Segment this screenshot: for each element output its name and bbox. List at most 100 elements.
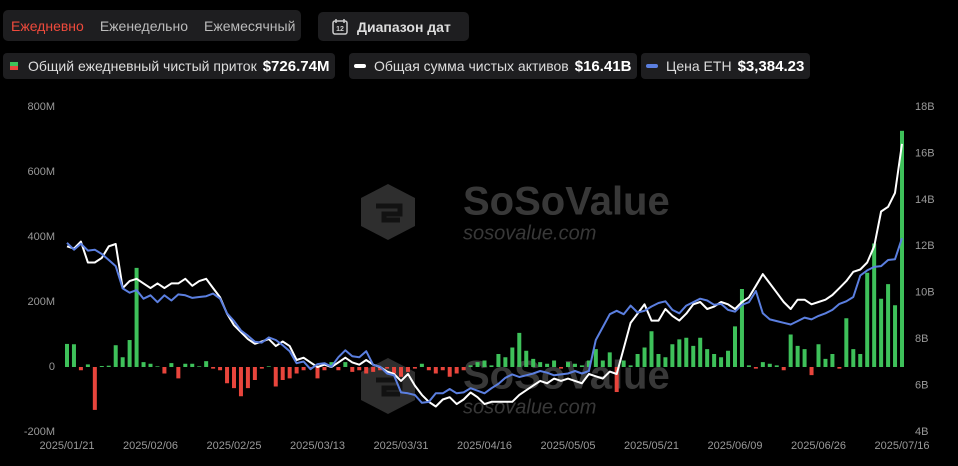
date-range-label: Диапазон дат: [357, 18, 451, 35]
bar: [510, 347, 515, 367]
y2-tick-label: 16B: [915, 147, 935, 159]
bar: [733, 326, 737, 367]
bar: [148, 363, 153, 367]
bar: [802, 349, 807, 367]
watermark-url: sosovalue.com: [463, 222, 596, 244]
bar: [232, 367, 236, 389]
bar: [454, 367, 459, 374]
legend-name: Общий ежедневный чистый приток: [28, 58, 257, 74]
bar: [809, 367, 814, 376]
bar: [378, 367, 383, 371]
bar: [259, 367, 264, 369]
y2-tick-label: 18B: [915, 101, 935, 113]
bar: [746, 365, 751, 367]
bar: [141, 362, 146, 367]
bar: [322, 367, 327, 371]
bar: [677, 339, 682, 367]
bar: [663, 357, 668, 367]
bar: [336, 367, 341, 371]
bar: [71, 344, 76, 367]
bar: [468, 365, 473, 367]
bar: [183, 363, 188, 367]
bar: [287, 367, 292, 379]
bar: [162, 367, 167, 374]
bar: [566, 362, 570, 367]
bar: [600, 360, 605, 367]
y2-tick-label: 14B: [915, 194, 935, 206]
legend-swatch: [646, 64, 658, 68]
bar: [252, 367, 257, 380]
bar: [447, 367, 452, 377]
line: [66, 237, 903, 404]
legend-value: $726.74M: [262, 57, 330, 75]
bar: [893, 305, 898, 367]
legend-value: $3,384.23: [737, 57, 805, 75]
bar: [412, 367, 417, 369]
bar: [245, 367, 250, 389]
bar: [371, 367, 376, 372]
period-tab[interactable]: Ежедневно: [11, 17, 84, 34]
bar: [343, 362, 348, 367]
legend-item[interactable]: Общая сумма чистых активов $16.41B: [349, 53, 638, 79]
bar: [218, 367, 223, 371]
line: [66, 143, 903, 408]
bar: [781, 367, 786, 371]
legend-item[interactable]: Общий ежедневный чистый приток $726.74M: [3, 53, 336, 79]
x-tick-label: 2025/06/26: [791, 440, 846, 452]
y-tick-label: 600M: [27, 166, 55, 178]
y2-tick-label: 12B: [915, 240, 935, 252]
x-tick-label: 2025/02/06: [123, 440, 178, 452]
bar: [642, 347, 647, 367]
bar: [858, 354, 863, 367]
bar: [385, 367, 390, 369]
x-tick-label: 2025/05/21: [624, 440, 679, 452]
bar: [753, 367, 758, 369]
bar: [879, 298, 884, 367]
bar: [865, 272, 870, 367]
bar: [552, 360, 557, 367]
bar: [531, 358, 536, 367]
bar: [440, 367, 445, 371]
bar: [559, 367, 564, 369]
x-tick-label: 2025/07/16: [874, 440, 929, 452]
bar: [572, 363, 577, 367]
bar: [106, 365, 111, 367]
bar: [364, 367, 369, 374]
bar: [266, 366, 271, 367]
bar: [670, 344, 675, 367]
y2-tick-label: 4B: [915, 426, 928, 438]
bar: [726, 350, 731, 367]
y2-tick-label: 8B: [915, 333, 928, 345]
period-tab[interactable]: Еженедельно: [99, 17, 188, 34]
y-tick-label: 400M: [27, 231, 55, 243]
legend-value: $16.41B: [574, 57, 632, 75]
bar: [586, 360, 591, 367]
bar: [169, 363, 174, 367]
x-tick-label: 2025/02/25: [206, 440, 261, 452]
bar: [844, 318, 849, 367]
bar: [719, 357, 724, 367]
bar: [823, 358, 828, 367]
bar: [329, 362, 334, 367]
bar: [120, 357, 125, 367]
bar: [204, 361, 209, 367]
bar: [113, 345, 118, 367]
legend-item[interactable]: Цена ETH $3,384.23: [641, 53, 811, 79]
bar: [489, 365, 494, 367]
y-tick-label: 0: [49, 361, 55, 373]
bar: [225, 367, 230, 384]
bar: [649, 331, 654, 367]
date-range-button[interactable]: 12 Диапазон дат: [318, 12, 469, 41]
bar: [712, 354, 717, 367]
bar: [127, 340, 132, 367]
bar: [579, 365, 584, 367]
period-tab[interactable]: Ежемесячный: [204, 17, 296, 34]
bar: [496, 354, 501, 367]
x-tick-label: 2025/03/31: [373, 440, 428, 452]
bar: [99, 366, 104, 367]
y2-tick-label: 6B: [915, 379, 928, 391]
swatch-line: [646, 64, 658, 68]
y-tick-label: 800M: [27, 101, 55, 113]
bar: [900, 130, 904, 367]
